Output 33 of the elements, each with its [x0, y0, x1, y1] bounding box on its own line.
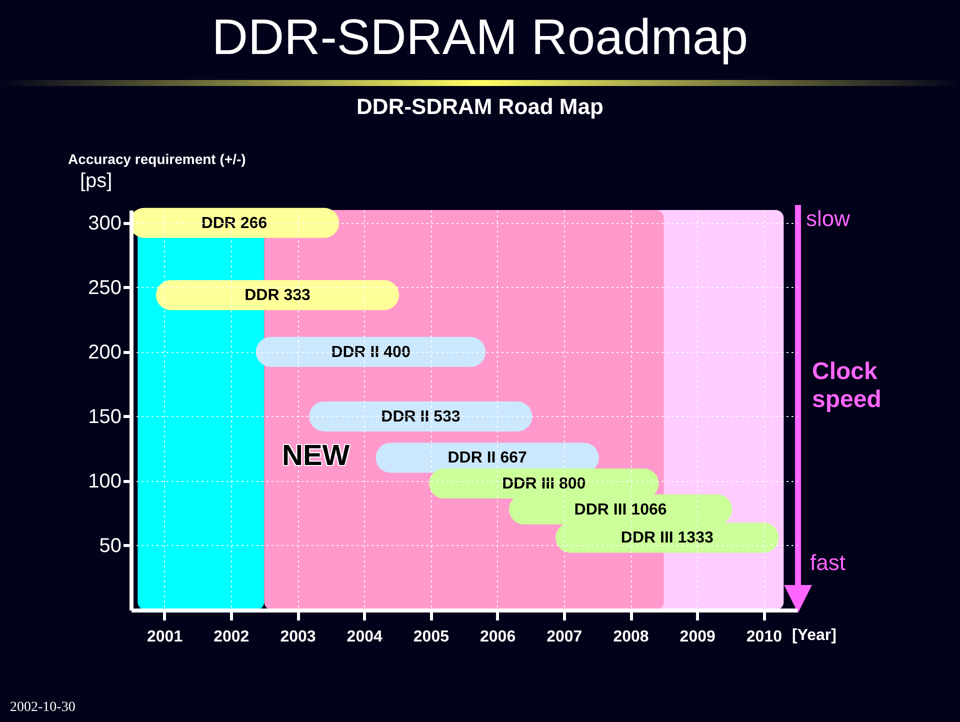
- x-tick-label: 2004: [346, 628, 382, 646]
- x-axis-title: [Year]: [792, 627, 836, 645]
- chart-subtitle: DDR-SDRAM Road Map: [356, 94, 604, 120]
- y-tick-label: 250: [88, 276, 122, 299]
- y-axis-title: Accuracy requirement (+/-) [ps]: [68, 150, 246, 192]
- x-tick-label: 2002: [214, 628, 250, 646]
- series-label: DDR II 667: [448, 450, 527, 467]
- text: Clock speed: [812, 358, 882, 414]
- y-tick-label: 50: [99, 534, 122, 557]
- series-label: DDR 333: [244, 287, 311, 304]
- x-tick-label: 2007: [546, 628, 582, 646]
- text: fast: [810, 550, 846, 576]
- series-label: DDR III 1333: [620, 530, 714, 547]
- chart-title: DDR-SDRAM Roadmap: [210, 8, 750, 66]
- series-label: DDR III 800: [502, 476, 586, 493]
- x-tick-label: 2001: [147, 628, 183, 646]
- annotation: NEW: [282, 440, 350, 473]
- x-tick-label: 2003: [280, 628, 316, 646]
- y-tick-label: 100: [88, 470, 122, 492]
- series-label: DDR II 533: [381, 408, 460, 426]
- text: 2002-10-30: [10, 700, 76, 716]
- text: slow: [806, 206, 850, 232]
- x-tick-label: 2005: [413, 628, 450, 646]
- x-tick-label: 2009: [680, 628, 716, 646]
- series-label: DDR III 1066: [574, 501, 667, 518]
- series-label: DDR II 400: [331, 344, 410, 361]
- y-tick-label: 300: [88, 212, 122, 234]
- series-label: DDR 266: [201, 214, 268, 232]
- x-tick-label: 2010: [746, 628, 782, 646]
- y-tick-label: 200: [88, 341, 122, 364]
- y-tick-label: 150: [88, 406, 122, 428]
- x-tick-label: 2008: [613, 628, 649, 646]
- x-tick-label: 2006: [480, 628, 516, 646]
